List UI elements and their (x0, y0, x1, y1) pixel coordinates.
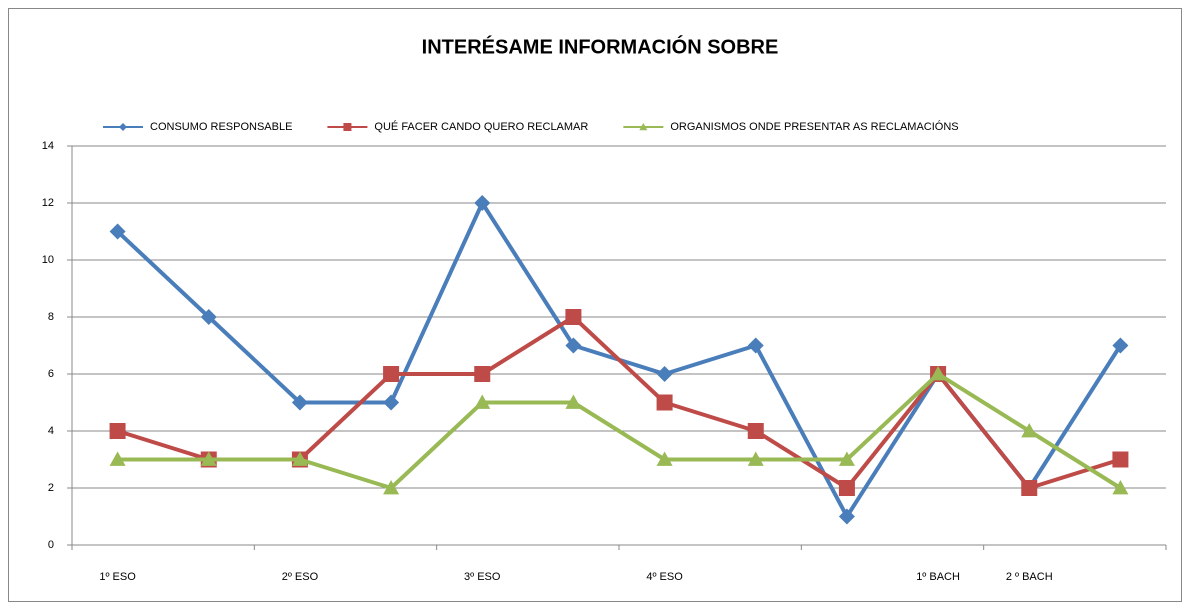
y-tick-label: 8 (48, 311, 54, 323)
y-tick-label: 2 (48, 482, 54, 494)
data-point (474, 394, 491, 409)
y-tick-label: 6 (48, 368, 54, 380)
x-tick-label: 4º ESO (646, 571, 683, 583)
y-tick-label: 14 (42, 140, 54, 152)
data-point (565, 337, 582, 354)
chart-border (8, 8, 1182, 602)
legend-label: ORGANISMOS ONDE PRESENTAR AS RECLAMACIÓN… (670, 120, 958, 133)
legend-marker (639, 123, 648, 131)
series-line (117, 372, 1122, 490)
y-tick-label: 0 (48, 539, 54, 551)
data-point (930, 366, 947, 381)
data-point (565, 309, 582, 325)
data-point (656, 394, 673, 411)
data-point (200, 451, 217, 466)
data-point (383, 480, 400, 495)
chart-title: INTERÉSAME INFORMACIÓN SOBRE (422, 34, 779, 58)
y-tick-label: 4 (48, 425, 54, 437)
data-point (200, 309, 217, 325)
data-point (838, 451, 855, 466)
legend-label: QUÉ FACER CANDO QUERO RECLAMAR (374, 120, 588, 133)
data-point (838, 508, 855, 525)
data-point (383, 366, 400, 382)
data-point (109, 423, 126, 439)
x-tick-label: 2 º BACH (1006, 571, 1053, 583)
x-tick-label: 2º ESO (282, 571, 319, 583)
data-point (474, 366, 491, 382)
data-point (656, 366, 673, 382)
y-tick-label: 12 (42, 197, 54, 209)
x-tick-label: 3º ESO (464, 571, 501, 583)
data-point (1112, 480, 1129, 495)
data-point (1021, 423, 1038, 438)
data-point (109, 223, 126, 240)
data-point (1112, 337, 1129, 354)
legend-marker (343, 123, 352, 131)
data-point (291, 451, 308, 466)
data-point (747, 423, 764, 439)
data-point (656, 451, 673, 466)
legend-marker (119, 123, 127, 131)
data-point (109, 451, 126, 466)
data-point (747, 451, 764, 466)
x-tick-label: 1º ESO (99, 571, 136, 583)
data-point (1112, 451, 1129, 468)
data-point (1021, 480, 1038, 496)
data-point (291, 394, 308, 411)
data-point (565, 394, 582, 409)
data-point (474, 195, 491, 211)
data-point (383, 394, 400, 411)
data-point (838, 480, 855, 496)
y-tick-label: 10 (42, 254, 54, 266)
data-point (747, 337, 764, 354)
legend-label: CONSUMO RESPONSABLE (150, 121, 292, 133)
x-tick-label: 1º BACH (916, 571, 960, 583)
